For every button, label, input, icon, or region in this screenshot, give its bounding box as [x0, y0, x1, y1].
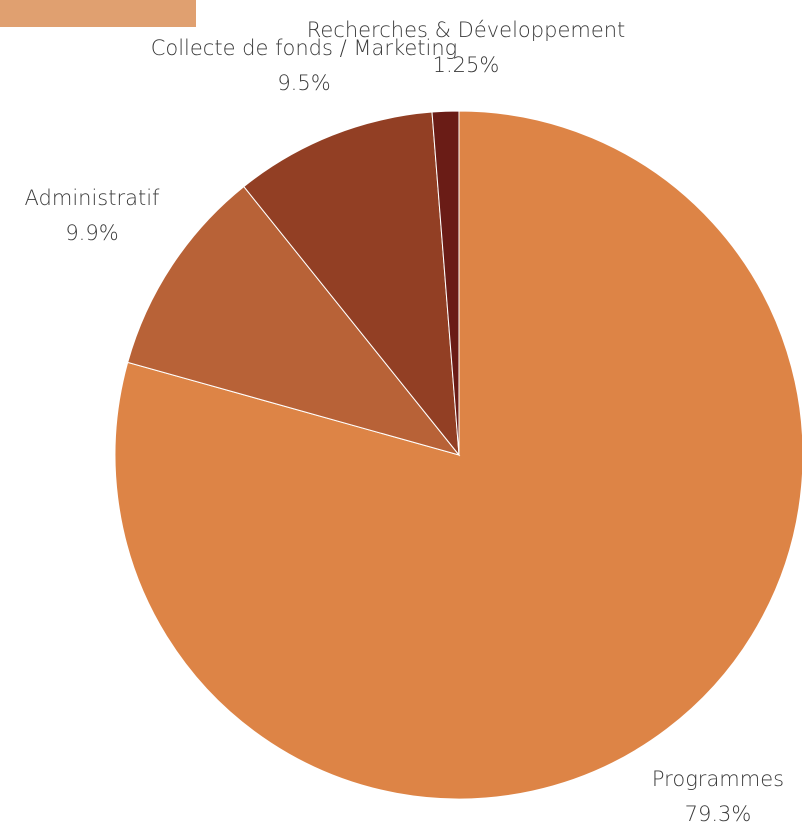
- slice-label-programmes: Programmes: [652, 767, 784, 791]
- pie-slices: [114, 110, 802, 800]
- slice-label-recherches: Recherches & Développement: [307, 18, 626, 42]
- corner-accent-bar: [0, 0, 196, 27]
- pie-slice-1: [127, 185, 461, 456]
- slice-label-collecte: Collecte de fonds / Marketing: [151, 36, 458, 60]
- pie-slice-2: [243, 111, 460, 457]
- slice-value-recherches: 1.25%: [433, 53, 500, 77]
- slice-value-administratif: 9.9%: [65, 221, 118, 245]
- slice-value-programmes: 79.3%: [685, 802, 752, 826]
- pie-labels: Programmes 79.3% Administratif 9.9% Coll…: [25, 18, 785, 826]
- slice-value-collecte: 9.5%: [277, 71, 330, 95]
- pie-slice-3: [431, 110, 460, 456]
- slice-label-administratif: Administratif: [25, 186, 161, 210]
